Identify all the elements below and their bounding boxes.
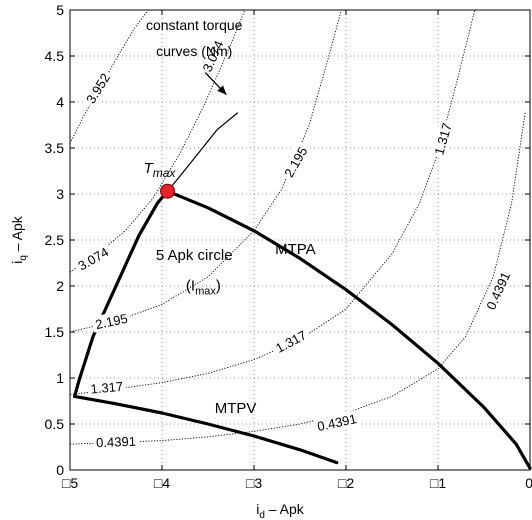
series-line [72, 189, 170, 398]
contour-line [69, 9, 149, 144]
contour-label-text: 0.4391 [316, 411, 358, 434]
contour-label-text: 1.317 [431, 121, 454, 156]
arrow-head [217, 85, 227, 95]
x-tick-label: □3 [246, 475, 262, 491]
contour-label-text: 1.317 [90, 379, 124, 397]
axis-ticks: □5 □4 □3 □2 □1 0 0 0.5 1 1.5 2 2.5 3 3.5 4 4.5 5 [45, 2, 532, 491]
annotation-circle-1: 5 Apk circle [156, 247, 233, 264]
contour-label-bg [72, 241, 114, 275]
annotations: constant torque curves (Nm) MTPA MTPV 5 Apk … [144, 17, 316, 417]
contour-label-bg [93, 432, 139, 451]
contour-label-text: 0.4391 [483, 270, 513, 312]
tmax-label: Tmax [144, 160, 177, 180]
contour-label-bg [197, 35, 228, 77]
contour-label: 3.952 [80, 67, 115, 109]
y-tick-label: 2.5 [45, 232, 65, 248]
contour-label-bg [313, 409, 361, 435]
contour-label: 0.4391 [481, 266, 515, 315]
y-tick-label: 1 [56, 370, 64, 386]
x-tick-label: 0 [525, 475, 532, 491]
y-tick-label: 2 [56, 278, 64, 294]
contour-label-text: 2.195 [94, 311, 129, 332]
y-tick-label: 3 [56, 186, 64, 202]
y-tick-label: 5 [56, 2, 64, 18]
y-tick-label: 0.5 [45, 416, 65, 432]
contour-label-text: 3.074 [75, 244, 111, 273]
contour-label: 3.074 [72, 241, 114, 275]
x-tick-label: □1 [430, 475, 446, 491]
contour-label: 0.4391 [313, 409, 361, 435]
contour-line [69, 9, 476, 396]
annotation-mtpv: MTPV [215, 400, 257, 417]
series-lines [72, 112, 532, 470]
x-tick-label: □4 [154, 475, 170, 491]
contour-label: 1.317 [429, 118, 456, 160]
y-tick-label: 1.5 [45, 324, 65, 340]
contour-label-bg [91, 309, 132, 333]
x-axis-label: id – Apk [256, 501, 305, 520]
annotation-constant-torque-1: constant torque [146, 17, 243, 33]
x-tick-label: □2 [338, 475, 354, 491]
constant-torque-contours [69, 9, 526, 445]
series-line [166, 112, 238, 192]
mtpa-line [165, 189, 532, 470]
contour-label-bg [481, 266, 515, 315]
contour-label: 2.195 [278, 141, 312, 183]
y-tick-label: 3.5 [45, 140, 65, 156]
mtpv-line [72, 394, 339, 465]
contour-label: 1.317 [270, 325, 312, 358]
annotation-constant-torque-2: curves (Nm) [156, 43, 232, 59]
annotation-mtpa: MTPA [275, 241, 316, 258]
contour-label-bg [278, 141, 312, 183]
y-tick-label: 0 [56, 462, 64, 478]
y-tick-label: 4 [56, 94, 64, 110]
x-tick-label: □5 [62, 475, 78, 491]
contour-label-bg [429, 118, 456, 160]
contour-label-text: 3.952 [83, 71, 113, 107]
annotation-circle-2: (Imax) [186, 278, 221, 298]
contour-label: 1.317 [87, 377, 127, 397]
contour-label: 2.195 [91, 309, 132, 333]
contour-label-text: 0.4391 [96, 434, 136, 450]
y-tick-label: 4.5 [45, 48, 65, 64]
y-axis-label: iq – Apk [9, 215, 29, 264]
contour-label-bg [270, 325, 312, 358]
contour-label: 0.4391 [93, 432, 139, 451]
contour-label-text: 2.195 [281, 144, 310, 180]
tmax-marker [160, 183, 176, 199]
contour-label-bg [87, 377, 127, 397]
contour-label-bg [80, 67, 115, 109]
